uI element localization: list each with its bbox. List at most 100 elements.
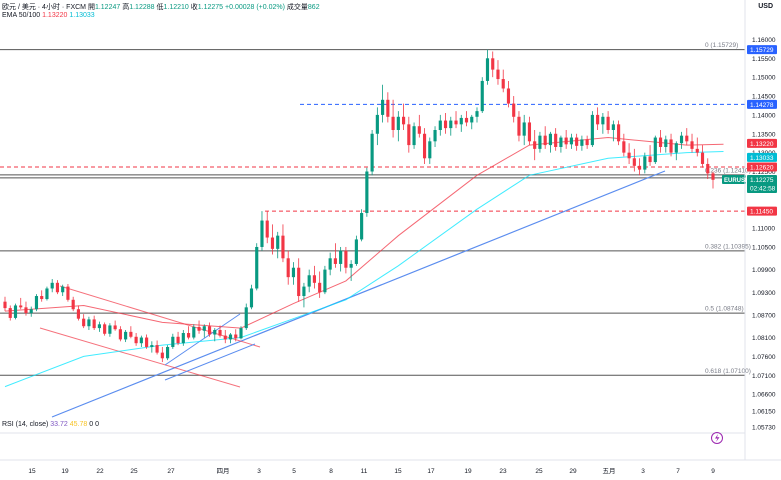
candle-body[interactable] (171, 336, 175, 347)
candle-body[interactable] (679, 135, 684, 144)
symbol-tag[interactable]: EURUSD (724, 178, 750, 184)
candle-body[interactable] (690, 141, 694, 149)
candle-body[interactable] (543, 135, 547, 146)
candle-body[interactable] (601, 116, 605, 125)
candle-body[interactable] (192, 326, 196, 338)
candle-body[interactable] (664, 139, 668, 147)
candle-body[interactable] (449, 120, 453, 129)
candle-body[interactable] (40, 296, 44, 300)
ema50-line[interactable] (4, 136, 724, 329)
candle-body[interactable] (480, 80, 484, 112)
candle-body[interactable] (412, 126, 416, 146)
candle-body[interactable] (438, 120, 442, 130)
candle-body[interactable] (391, 116, 395, 130)
candle-body[interactable] (611, 124, 615, 130)
candle-body[interactable] (8, 308, 12, 318)
candle-body[interactable] (150, 345, 154, 347)
candle-body[interactable] (653, 137, 657, 163)
channel-lower-line[interactable] (39, 327, 241, 388)
candle-body[interactable] (517, 116, 521, 136)
candle-body[interactable] (538, 135, 542, 149)
candle-body[interactable] (375, 114, 379, 134)
candle-body[interactable] (108, 325, 112, 334)
candle-body[interactable] (349, 263, 353, 268)
candle-body[interactable] (34, 296, 39, 310)
candle-body[interactable] (176, 336, 180, 344)
candle-body[interactable] (307, 275, 311, 287)
candle-body[interactable] (82, 318, 86, 327)
candle-body[interactable] (501, 79, 505, 89)
candle-body[interactable] (522, 122, 526, 136)
candle-body[interactable] (124, 331, 128, 340)
candle-body[interactable] (276, 235, 280, 249)
candle-body[interactable] (145, 337, 149, 347)
candle-body[interactable] (255, 246, 259, 289)
candle-body[interactable] (339, 250, 343, 264)
candle-body[interactable] (475, 111, 479, 117)
candle-body[interactable] (202, 326, 206, 331)
candle-body[interactable] (512, 103, 516, 117)
candle-body[interactable] (606, 116, 610, 130)
candle-body[interactable] (454, 120, 458, 125)
candle-body[interactable] (328, 258, 332, 270)
candle-body[interactable] (669, 139, 673, 153)
candle-body[interactable] (186, 333, 191, 338)
candle-body[interactable] (580, 139, 584, 146)
candle-body[interactable] (50, 282, 54, 289)
ema-legend[interactable]: EMA 50/100 1.13220 1.13033 (2, 12, 95, 19)
candle-body[interactable] (370, 133, 374, 172)
candle-body[interactable] (61, 286, 65, 293)
candle-body[interactable] (265, 220, 269, 238)
candle-body[interactable] (674, 143, 678, 153)
candle-body[interactable] (113, 325, 117, 330)
candle-body[interactable] (270, 237, 275, 249)
candle-body[interactable] (627, 152, 631, 159)
candle-body[interactable] (585, 139, 589, 146)
candle-body[interactable] (407, 124, 411, 146)
candle-body[interactable] (3, 301, 7, 309)
candle-body[interactable] (249, 288, 254, 308)
candle-body[interactable] (685, 135, 689, 142)
candle-body[interactable] (228, 334, 233, 340)
candle-body[interactable] (66, 286, 70, 300)
candle-body[interactable] (55, 282, 60, 293)
ema100-line[interactable] (4, 151, 724, 388)
candle-body[interactable] (464, 117, 469, 123)
candle-body[interactable] (643, 156, 647, 170)
candle-body[interactable] (244, 307, 248, 329)
candle-body[interactable] (239, 328, 243, 339)
candle-body[interactable] (706, 163, 710, 174)
candle-body[interactable] (459, 117, 463, 125)
alert-icon[interactable] (711, 432, 723, 444)
candle-body[interactable] (433, 129, 437, 142)
candle-body[interactable] (354, 239, 358, 264)
candle-body[interactable] (76, 309, 80, 319)
symbol-title[interactable]: 欧元 / 美元 · 4小时 · FXCM (2, 4, 86, 11)
candle-body[interactable] (396, 116, 400, 130)
candle-body[interactable] (19, 305, 23, 308)
trendline[interactable] (51, 170, 666, 418)
candle-body[interactable] (417, 126, 421, 134)
candle-body[interactable] (155, 345, 159, 353)
candle-body[interactable] (87, 319, 91, 327)
candle-body[interactable] (29, 309, 33, 314)
candle-body[interactable] (622, 141, 626, 153)
candle-body[interactable] (711, 173, 715, 180)
candle-body[interactable] (312, 275, 316, 283)
candle-body[interactable] (564, 137, 568, 145)
candle-body[interactable] (617, 124, 621, 142)
candle-body[interactable] (491, 58, 495, 70)
candle-body[interactable] (97, 324, 101, 329)
candle-body[interactable] (139, 337, 143, 344)
candle-body[interactable] (533, 141, 537, 149)
candle-body[interactable] (281, 235, 285, 259)
candle-body[interactable] (632, 158, 636, 166)
candle-body[interactable] (291, 267, 296, 278)
candle-body[interactable] (360, 213, 364, 240)
candle-body[interactable] (103, 324, 107, 334)
candle-body[interactable] (402, 116, 406, 125)
candle-body[interactable] (470, 116, 474, 123)
candle-body[interactable] (559, 137, 563, 147)
candle-body[interactable] (422, 133, 427, 159)
candle-body[interactable] (297, 267, 301, 297)
